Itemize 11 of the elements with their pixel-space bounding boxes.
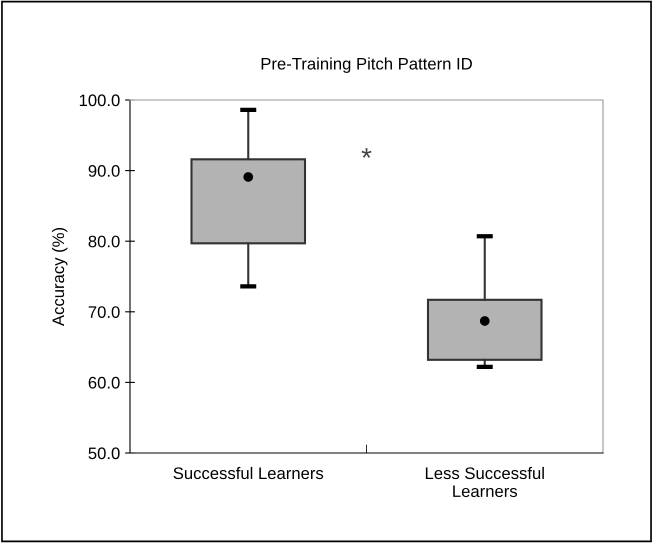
y-tick-label: 50.0 <box>88 447 120 460</box>
chart-title: Pre-Training Pitch Pattern ID <box>262 57 472 73</box>
y-tick-label: 80.0 <box>88 236 120 248</box>
y-axis-title: Accuracy (%) <box>52 228 68 326</box>
x-tick-label: Less Successful Learners <box>426 466 544 498</box>
y-tick-label: 60.0 <box>88 376 120 389</box>
y-tick-label: 100.0 <box>80 94 120 106</box>
y-tick-label: 70.0 <box>88 306 120 318</box>
x-tick-label: Successful Learners <box>174 466 324 480</box>
y-tick-label: 90.0 <box>88 165 120 177</box>
annotation: * <box>362 148 372 158</box>
